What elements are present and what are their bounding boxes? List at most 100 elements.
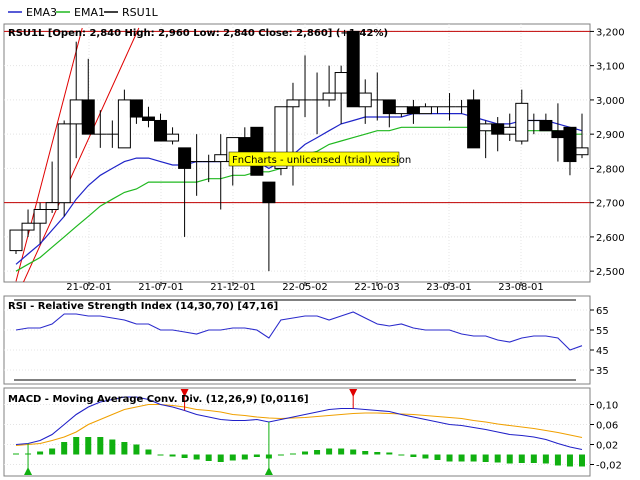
trend-lines [0, 27, 140, 282]
candle [418, 103, 432, 115]
candle [154, 113, 168, 142]
macd-tick-label: -0,02 [596, 461, 622, 472]
candle [45, 161, 59, 213]
candle [129, 99, 143, 124]
candle [515, 89, 529, 145]
candles [9, 30, 589, 272]
trend-line [0, 141, 2, 271]
candle [539, 113, 553, 132]
candle-body-up [286, 99, 300, 108]
candle-body-up [418, 106, 432, 115]
candle-body-down [346, 30, 360, 108]
macd-axis: -0,02 0,02 0,06 0,10 [590, 401, 622, 472]
macd-panel[interactable] [3, 387, 591, 477]
macd-histogram-bar [314, 450, 321, 455]
macd-histogram-bar [458, 454, 465, 462]
candle [166, 127, 180, 145]
macd-signal-line [15, 403, 583, 447]
candle [250, 126, 264, 176]
candle-body-up [334, 72, 348, 94]
candle-body-up [479, 123, 493, 132]
macd-histogram-bar [518, 454, 525, 463]
candle-body-down [382, 99, 396, 115]
candle [190, 134, 203, 196]
macd-histogram-bar [109, 439, 116, 455]
macd-line [15, 396, 583, 451]
macd-histogram-bar [494, 454, 501, 463]
buy-signal-marker [24, 467, 33, 475]
candle-body-up [117, 99, 131, 149]
macd-histogram-bar [253, 454, 260, 457]
candle-body-up [9, 229, 23, 252]
candle [431, 106, 444, 114]
legend-label-rsu1l: RSU1L [122, 6, 159, 19]
sell-signal-marker [349, 389, 358, 397]
price-info-header: RSU1L [Open: 2,840 High: 2,960 Low: 2,84… [8, 28, 388, 39]
price-tick-label: 2,600 [596, 233, 625, 244]
candle-body-down [551, 130, 565, 139]
candle [443, 93, 456, 121]
candle-body-down [467, 99, 481, 149]
candle-body-up [322, 92, 336, 101]
candle-body-up [166, 133, 180, 142]
macd-histogram-bar [97, 437, 104, 455]
candle-body-up [69, 99, 83, 125]
price-tick-label: 3,200 [596, 27, 625, 38]
macd-histogram-bar [85, 437, 92, 455]
macd-histogram-bar [530, 454, 537, 463]
candle [358, 79, 372, 124]
legend-item-ema3[interactable]: EMA3 [8, 6, 57, 19]
date-tick-label: 21-07-01 [138, 282, 183, 293]
trend-line [15, 27, 83, 282]
candle-body-down [129, 99, 143, 118]
candle [141, 106, 155, 128]
macd-histogram-bar [277, 454, 284, 456]
price-axis: 2,500 2,600 2,700 2,800 2,900 3,000 3,100 3,200 [590, 27, 625, 278]
trial-watermark-box [228, 151, 400, 167]
candle [382, 99, 396, 128]
legend-label-ema3: EMA3 [26, 6, 57, 19]
candle-body-down [141, 116, 155, 121]
rsi-axis: 35 45 55 65 [590, 306, 609, 377]
candle-body-up [503, 126, 517, 135]
macd-histogram-bar [169, 454, 176, 457]
candle [202, 154, 215, 183]
macd-histogram-bar [362, 451, 369, 455]
macd-histogram-bar [205, 454, 212, 461]
date-tick-label: 22-05-02 [282, 282, 327, 293]
rsi-lines [14, 299, 583, 381]
macd-histogram-bar [374, 452, 381, 455]
candle-body-up [214, 154, 228, 163]
rsi-tick-label: 65 [596, 306, 609, 317]
macd-histogram-bar [338, 448, 345, 455]
candle-body-up [21, 222, 35, 231]
date-tick-label: 23-03-01 [426, 282, 471, 293]
candle [9, 229, 23, 255]
rsi-panel[interactable] [3, 295, 591, 385]
macd-histogram-bar [121, 442, 128, 455]
macd-histogram-bar [181, 454, 188, 458]
legend-item-ema1[interactable]: EMA1 [56, 6, 105, 19]
rsi-tick-label: 55 [596, 326, 609, 337]
macd-histogram-bar [145, 449, 152, 455]
price-tick-label: 2,900 [596, 130, 625, 141]
candle-body-up [57, 123, 71, 204]
candle-body-down [491, 123, 505, 135]
macd-histogram-bar [554, 454, 561, 466]
candle [57, 120, 71, 217]
date-tick-label: 21-02-01 [66, 282, 111, 293]
macd-histogram-bar [241, 454, 248, 460]
legend-item-rsu1l[interactable]: RSU1L [104, 6, 159, 19]
candle-body-up [515, 102, 529, 142]
macd-histogram-bar [482, 454, 489, 462]
candle-body-up [394, 106, 408, 115]
candle [299, 55, 312, 118]
date-axis: 21-02-01 21-07-01 21-12-01 22-05-02 22-10-03… [66, 282, 544, 293]
candle [311, 72, 324, 135]
candle [106, 120, 119, 148]
macd-tick-label: 0,02 [596, 441, 618, 452]
candle-body-down [81, 99, 95, 135]
macd-histogram-bar [410, 454, 417, 457]
candle [33, 202, 47, 244]
